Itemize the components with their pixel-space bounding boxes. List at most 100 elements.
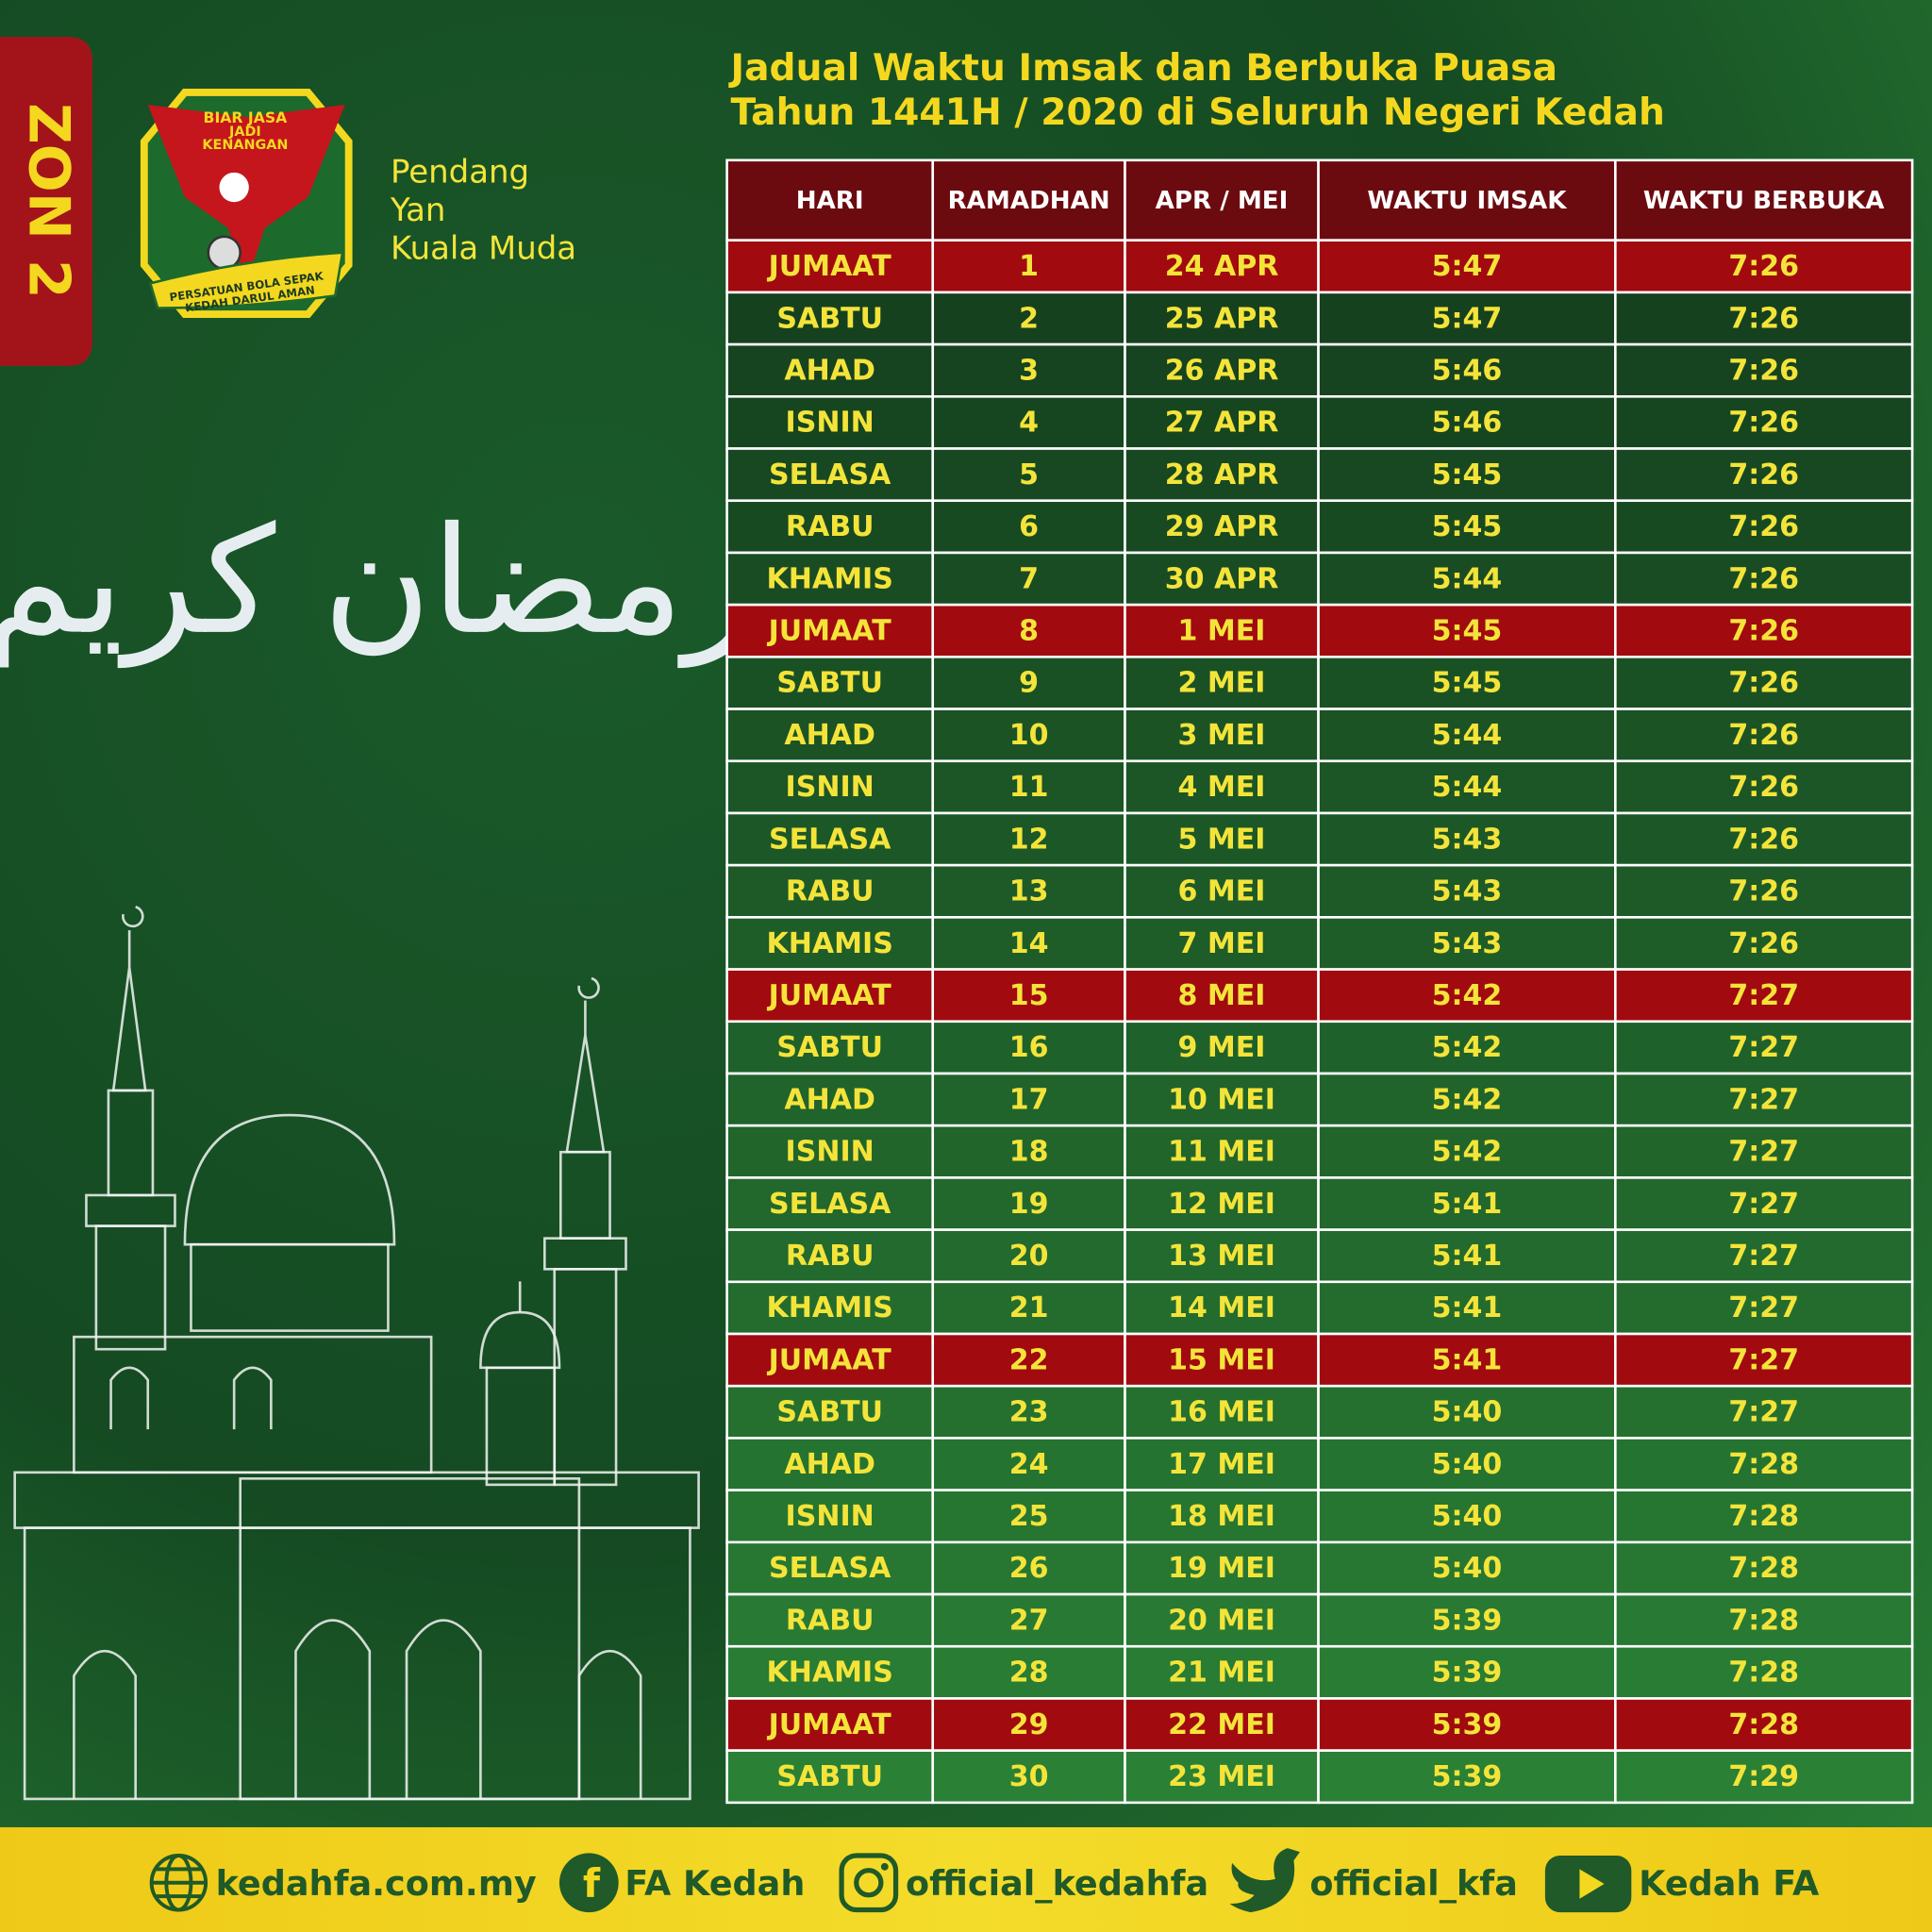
cell-text: 3 MEI: [1178, 719, 1266, 752]
cell-text: 5:45: [1432, 458, 1503, 491]
cell-text: 25: [1009, 1500, 1049, 1533]
table-cell: [725, 447, 935, 503]
decoration: [1579, 1869, 1605, 1899]
area: Pendang: [391, 154, 529, 192]
cell-text: 20 MEI: [1168, 1604, 1275, 1637]
cell-text: 7:28: [1728, 1604, 1799, 1637]
cell-text: 7:26: [1728, 875, 1799, 908]
cell-text: 5 MEI: [1178, 823, 1266, 856]
cell-text: 15: [1009, 979, 1049, 1012]
table-cell: [725, 1592, 935, 1648]
cell-text: 7:27: [1728, 1031, 1799, 1064]
cell-text: 7:28: [1728, 1552, 1799, 1585]
table-cell: [1614, 1697, 1914, 1752]
table-cell: [1317, 1384, 1617, 1440]
table-cell: [1317, 1280, 1617, 1336]
cell-text: 5:41: [1432, 1188, 1503, 1221]
cell-text: 5:42: [1432, 1031, 1503, 1064]
table-cell: [1317, 916, 1617, 971]
cell-text: 6: [1019, 510, 1039, 543]
cell-text: SELASA: [769, 1188, 891, 1221]
table-cell: [1614, 291, 1914, 346]
cell-text: 4: [1019, 407, 1039, 440]
table-cell: [1317, 811, 1617, 867]
table-cell: [1124, 1280, 1320, 1336]
decoration: [854, 1868, 884, 1898]
cell-text: 5:46: [1432, 407, 1503, 440]
table-cell: [725, 1176, 935, 1231]
decoration: [294, 1619, 372, 1799]
table-cell: [1317, 968, 1617, 1024]
cell-text: ISNIN: [786, 771, 874, 804]
cell-text: 9: [1019, 667, 1039, 700]
cell-text: 23 MEI: [1168, 1760, 1275, 1793]
table-cell: [725, 551, 935, 607]
cell-text: 7:26: [1728, 355, 1799, 388]
icon-glyph: f: [583, 1860, 601, 1907]
cell-text: 5:45: [1432, 667, 1503, 700]
table-cell: [931, 603, 1126, 658]
footer-link: kedahfa.com.my: [216, 1863, 537, 1904]
footer-link: Kedah FA: [1639, 1863, 1820, 1904]
table-cell: [1317, 1124, 1617, 1179]
cell-text: AHAD: [784, 1448, 875, 1481]
table-cell: [725, 1749, 935, 1805]
table-cell: [1614, 1644, 1914, 1700]
cell-text: 3: [1019, 355, 1039, 388]
cell-text: 5:42: [1432, 1136, 1503, 1169]
footer-link: official_kedahfa: [906, 1863, 1208, 1904]
cell-text: RABU: [786, 510, 874, 543]
cell-text: 22: [1009, 1343, 1049, 1376]
cell-text: AHAD: [784, 1083, 875, 1116]
table-cell: [1614, 968, 1914, 1024]
table-cell: [1124, 1332, 1320, 1388]
cell-text: 7:27: [1728, 1188, 1799, 1221]
cell-text: 7:26: [1728, 771, 1799, 804]
table-cell: [1124, 968, 1320, 1024]
table-cell: [931, 1020, 1126, 1075]
cell-text: 4 MEI: [1178, 771, 1266, 804]
cell-text: 24 APR: [1165, 250, 1279, 283]
cell-text: KHAMIS: [767, 562, 893, 595]
cell-text: 8: [1019, 615, 1039, 648]
table-cell: [931, 447, 1126, 503]
table-cell: [1124, 499, 1320, 555]
cell-text: 6 MEI: [1178, 875, 1266, 908]
logo: BIAR JASA JADI KENANGAN PERSATUAN BOLA S…: [140, 89, 353, 318]
table-cell: [1614, 708, 1914, 763]
cell-text: 7:27: [1728, 1083, 1799, 1116]
table-cell: [1124, 1541, 1320, 1596]
table-cell: [1124, 342, 1320, 398]
table-cell: [1317, 1072, 1617, 1127]
table-cell: [725, 1072, 935, 1127]
cell-text: 7:28: [1728, 1500, 1799, 1533]
cell-text: SELASA: [769, 823, 891, 856]
table-cell: [725, 708, 935, 763]
decoration: [239, 1477, 581, 1801]
table-cell: [1124, 1020, 1320, 1075]
mosque-illustration: [13, 906, 700, 1801]
greeting-calligraphy: رمضان كريم: [0, 495, 755, 669]
cell-text: 5:40: [1432, 1552, 1503, 1585]
cell-text: 16 MEI: [1168, 1396, 1275, 1429]
cell-text: 9 MEI: [1178, 1031, 1266, 1064]
cell-text: 5:40: [1432, 1500, 1503, 1533]
cell-text: 14: [1009, 927, 1049, 960]
cell-text: 5:43: [1432, 927, 1503, 960]
decoration: [232, 1366, 273, 1430]
decoration: [122, 906, 144, 928]
cell-text: 7:26: [1728, 667, 1799, 700]
table-cell: [725, 1644, 935, 1700]
decoration: [0, 37, 92, 366]
footer-link: FA Kedah: [625, 1863, 805, 1904]
table-cell: [1317, 395, 1617, 450]
table-cell: [931, 1749, 1126, 1805]
footer-link: official_kfa: [1309, 1863, 1517, 1904]
cell-text: 5:43: [1432, 875, 1503, 908]
logo-motto: BIAR JASA: [204, 108, 289, 126]
cell-text: 7:27: [1728, 1396, 1799, 1429]
cell-text: 8 MEI: [1178, 979, 1266, 1012]
table-cell: [725, 863, 935, 919]
table-cell: [1614, 239, 1914, 294]
table-cell: [1614, 1541, 1914, 1596]
